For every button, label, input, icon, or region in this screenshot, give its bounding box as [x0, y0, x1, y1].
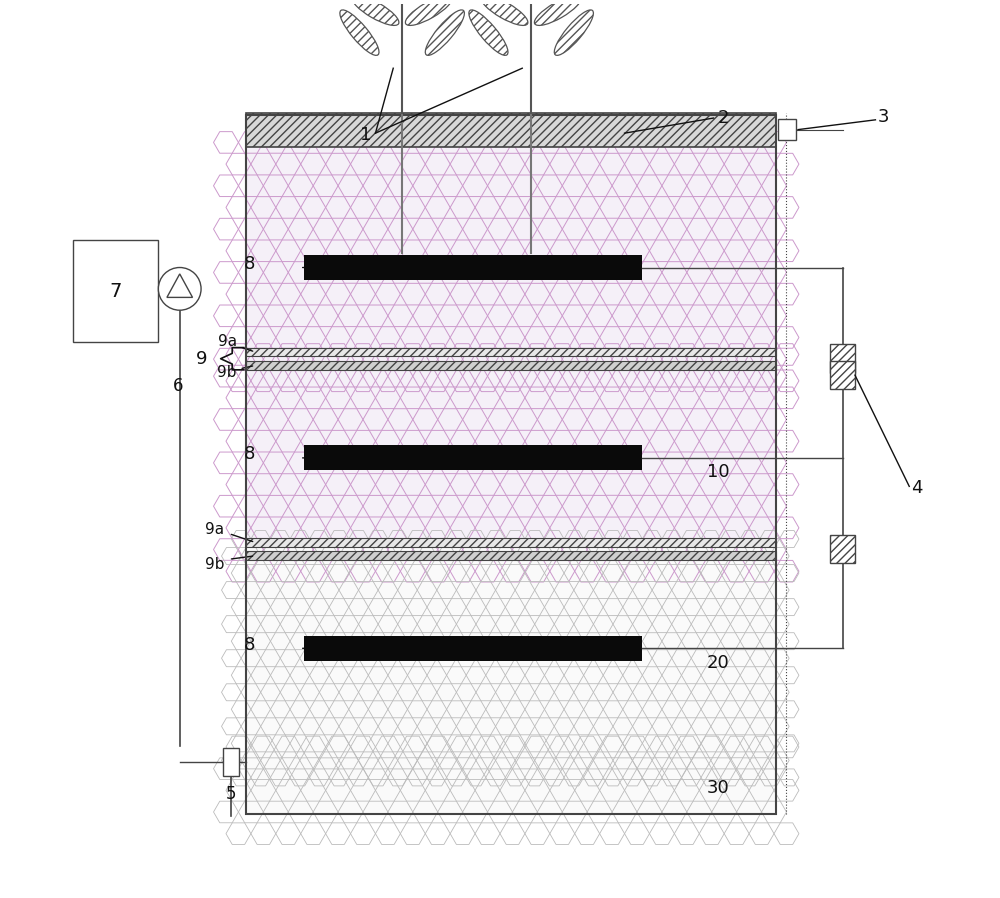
Text: 4: 4 [911, 480, 923, 497]
Bar [246, 361, 776, 370]
Text: 9b: 9b [217, 365, 237, 380]
Ellipse shape [481, 0, 528, 25]
Bar [246, 357, 776, 551]
Bar [246, 348, 776, 357]
Text: 20: 20 [707, 655, 729, 673]
Bar [246, 113, 776, 146]
Text: 2: 2 [718, 109, 729, 127]
Bar [830, 535, 855, 563]
Bar [246, 551, 776, 560]
Text: 7: 7 [109, 282, 122, 301]
Text: 8: 8 [244, 445, 255, 463]
Bar [304, 255, 642, 280]
Bar [246, 146, 776, 361]
Ellipse shape [425, 10, 464, 56]
Bar [246, 762, 776, 814]
Text: 30: 30 [707, 779, 729, 797]
Ellipse shape [469, 10, 508, 56]
Ellipse shape [534, 0, 581, 25]
Bar [246, 115, 776, 814]
Ellipse shape [378, 0, 427, 2]
Ellipse shape [340, 10, 379, 56]
Text: 9: 9 [196, 349, 207, 367]
Text: 1: 1 [360, 126, 371, 144]
Text: 10: 10 [707, 462, 729, 480]
Bar [223, 748, 239, 777]
Text: 8: 8 [244, 636, 255, 654]
Circle shape [158, 268, 201, 310]
Bar [830, 361, 855, 390]
Ellipse shape [352, 0, 399, 25]
Text: 5: 5 [226, 785, 237, 804]
Bar [73, 240, 158, 342]
Text: 9b: 9b [205, 557, 224, 572]
Bar [830, 345, 855, 373]
Text: 9a: 9a [218, 334, 237, 348]
Text: 6: 6 [173, 377, 183, 395]
Bar [246, 538, 776, 547]
Ellipse shape [507, 0, 556, 2]
Bar [778, 119, 796, 140]
Bar [246, 547, 776, 762]
Bar [304, 636, 642, 661]
Ellipse shape [554, 10, 593, 56]
Bar [304, 445, 642, 471]
Text: 9a: 9a [205, 522, 224, 537]
Text: 8: 8 [244, 255, 255, 273]
Bar [246, 115, 776, 814]
Ellipse shape [405, 0, 452, 25]
Text: 3: 3 [878, 108, 890, 126]
